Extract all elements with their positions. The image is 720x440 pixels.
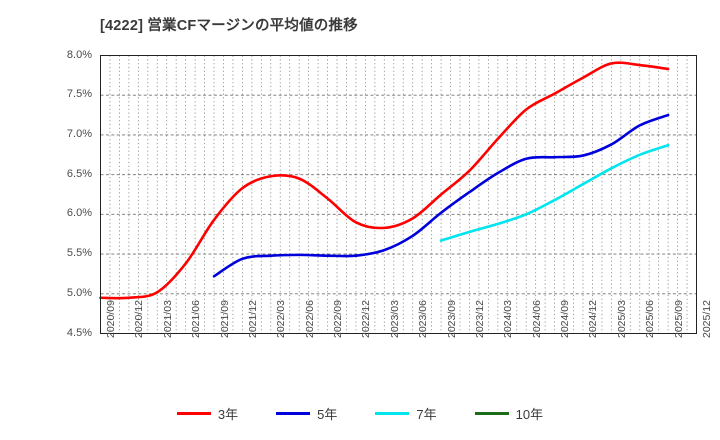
- x-axis-tick-label: 2023/06: [417, 300, 430, 338]
- x-axis-tick-label: 2025/03: [615, 300, 628, 338]
- legend-item-10年[interactable]: 10年: [474, 404, 544, 423]
- legend-color-swatch-icon: [176, 412, 211, 415]
- x-axis-tick-label: 2023/03: [388, 300, 401, 338]
- x-axis-tick-label: 2023/09: [445, 300, 458, 338]
- x-axis-tick-label: 2022/03: [275, 300, 288, 338]
- x-axis-tick-label: 2024/09: [559, 300, 572, 338]
- x-axis-tick-label: 2022/12: [360, 300, 373, 338]
- x-axis-tick-label: 2021/12: [246, 300, 259, 338]
- vertical-gridlines: [109, 55, 688, 334]
- y-axis-tick-label: 5.5%: [66, 247, 92, 260]
- x-axis-tick-label: 2024/03: [502, 300, 515, 338]
- x-axis-tick-label: 2023/12: [473, 300, 486, 338]
- legend-label: 10年: [515, 407, 544, 422]
- x-axis-tick-label: 2025/12: [701, 300, 713, 338]
- x-axis-tick-label: 2024/06: [530, 300, 543, 338]
- plot-frame: [100, 55, 697, 334]
- x-axis-tick-label: 2025/06: [644, 300, 657, 338]
- series-line-5年: [212, 113, 670, 278]
- legend-item-3年[interactable]: 3年: [176, 404, 239, 423]
- x-axis-tick-label: 2020/09: [105, 300, 117, 338]
- x-axis-tick-label: 2025/09: [672, 300, 685, 338]
- legend-item-5年[interactable]: 5年: [276, 404, 337, 423]
- x-axis-tick-label: 2020/12: [133, 300, 146, 338]
- legend-color-swatch-icon: [474, 412, 509, 415]
- x-axis-tick-label: 2022/06: [303, 300, 316, 338]
- y-axis-tick-label: 7.5%: [66, 88, 92, 101]
- series-line-3年: [99, 61, 670, 300]
- legend-color-swatch-icon: [375, 412, 410, 415]
- legend-label: 7年: [416, 407, 437, 422]
- x-axis-tick-label: 2022/09: [332, 300, 345, 338]
- y-axis-tick-label: 6.5%: [66, 167, 92, 180]
- series-line-7年: [439, 143, 670, 242]
- legend-item-7年[interactable]: 7年: [375, 404, 437, 423]
- chart-legend: 3年 5年 7年 10年: [0, 404, 720, 423]
- legend-label: 3年: [217, 407, 239, 422]
- x-axis-tick-label: 2021/03: [161, 300, 174, 338]
- legend-color-swatch-icon: [276, 412, 311, 415]
- y-axis-tick-label: 6.0%: [66, 207, 92, 220]
- x-axis-tick-label: 2021/06: [190, 300, 203, 338]
- y-axis-tick-label: 5.0%: [66, 286, 92, 299]
- y-axis-tick-label: 7.0%: [66, 127, 92, 140]
- legend-label: 5年: [317, 407, 338, 422]
- y-axis-tick-label: 4.5%: [66, 326, 92, 339]
- y-axis-tick-label: 8.0%: [66, 48, 92, 61]
- series-lines: [99, 61, 670, 300]
- page-title: [4222] 営業CFマージンの平均値の推移: [100, 18, 358, 34]
- x-axis-tick-label: 2021/09: [218, 300, 231, 338]
- x-axis-tick-label: 2024/12: [587, 300, 600, 338]
- horizontal-gridlines: [100, 94, 697, 295]
